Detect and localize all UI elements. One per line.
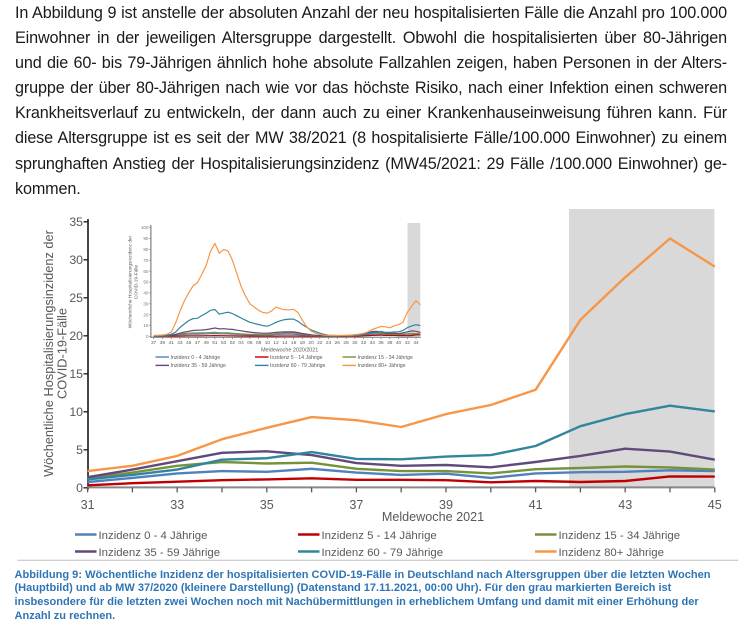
svg-text:50: 50 <box>143 280 149 285</box>
svg-text:36: 36 <box>378 340 384 346</box>
svg-text:70: 70 <box>143 258 149 263</box>
svg-text:Inzidenz 15 - 34 Jährige: Inzidenz 15 - 34 Jährige <box>559 530 681 542</box>
svg-text:60: 60 <box>143 269 149 274</box>
svg-text:25: 25 <box>69 291 83 305</box>
svg-text:39: 39 <box>439 498 453 512</box>
svg-text:28: 28 <box>343 340 349 346</box>
svg-text:12: 12 <box>273 340 279 346</box>
svg-text:38: 38 <box>387 340 393 346</box>
svg-text:20: 20 <box>69 329 83 343</box>
svg-text:Inzidenz 5 - 14 Jährige: Inzidenz 5 - 14 Jährige <box>270 355 323 361</box>
svg-text:5: 5 <box>76 443 83 457</box>
svg-text:26: 26 <box>335 340 341 346</box>
svg-text:44: 44 <box>413 340 419 346</box>
svg-text:18: 18 <box>300 340 306 346</box>
svg-text:40: 40 <box>143 291 149 296</box>
svg-text:42: 42 <box>405 340 411 346</box>
svg-text:51: 51 <box>212 340 218 346</box>
svg-text:49: 49 <box>204 340 210 346</box>
svg-text:43: 43 <box>618 498 632 512</box>
svg-text:Inzidenz 60 - 79 Jährige: Inzidenz 60 - 79 Jährige <box>270 363 325 369</box>
svg-text:80: 80 <box>143 247 149 252</box>
svg-text:41: 41 <box>169 340 175 346</box>
svg-text:15: 15 <box>69 367 83 381</box>
svg-text:04: 04 <box>238 340 244 346</box>
svg-text:90: 90 <box>143 236 149 241</box>
svg-text:20: 20 <box>308 340 314 346</box>
svg-text:Inzidenz 0 - 4 Jährige: Inzidenz 0 - 4 Jährige <box>99 530 208 542</box>
svg-text:35: 35 <box>69 215 83 229</box>
svg-text:37: 37 <box>349 498 363 512</box>
svg-text:22: 22 <box>317 340 323 346</box>
svg-text:100: 100 <box>141 225 149 230</box>
svg-text:30: 30 <box>69 253 83 267</box>
svg-text:41: 41 <box>529 498 543 512</box>
svg-text:30: 30 <box>143 301 149 306</box>
svg-text:14: 14 <box>282 340 288 346</box>
svg-text:08: 08 <box>256 340 262 346</box>
svg-text:0: 0 <box>146 334 149 339</box>
svg-text:10: 10 <box>143 323 149 328</box>
svg-text:0: 0 <box>76 481 83 495</box>
svg-text:37: 37 <box>151 340 157 346</box>
svg-text:33: 33 <box>170 498 184 512</box>
svg-text:45: 45 <box>186 340 192 346</box>
svg-text:16: 16 <box>291 340 297 346</box>
svg-text:Inzidenz 80+ Jährige: Inzidenz 80+ Jährige <box>559 547 664 559</box>
svg-text:Wöchentliche Hospitalisierungs: Wöchentliche Hospitalisierungsinzidenz d… <box>128 235 134 328</box>
svg-text:06: 06 <box>247 340 253 346</box>
svg-text:40: 40 <box>396 340 402 346</box>
svg-text:02: 02 <box>230 340 236 346</box>
svg-text:Inzidenz 15 - 34 Jährige: Inzidenz 15 - 34 Jährige <box>358 355 413 361</box>
svg-text:30: 30 <box>352 340 358 346</box>
svg-text:10: 10 <box>265 340 271 346</box>
svg-text:10: 10 <box>69 405 83 419</box>
svg-text:32: 32 <box>361 340 367 346</box>
svg-text:47: 47 <box>195 340 201 346</box>
svg-text:Inzidenz 0 - 4 Jährige: Inzidenz 0 - 4 Jährige <box>171 355 221 361</box>
svg-text:45: 45 <box>708 498 722 512</box>
svg-text:35: 35 <box>260 498 274 512</box>
svg-text:Wöchentliche Hospitalisierungs: Wöchentliche Hospitalisierungsinzidenz d… <box>41 229 56 477</box>
svg-text:Inzidenz 5 - 14 Jährige: Inzidenz 5 - 14 Jährige <box>322 530 437 542</box>
svg-text:COVID-19-Fälle: COVID-19-Fälle <box>134 265 140 299</box>
svg-text:Meldewoche 2020/2021: Meldewoche 2020/2021 <box>261 347 318 353</box>
svg-text:31: 31 <box>81 498 95 512</box>
svg-text:34: 34 <box>370 340 376 346</box>
svg-text:53: 53 <box>221 340 227 346</box>
svg-text:COVID-19-Fälle: COVID-19-Fälle <box>55 308 70 399</box>
svg-text:20: 20 <box>143 312 149 317</box>
svg-text:39: 39 <box>160 340 166 346</box>
svg-text:24: 24 <box>326 340 332 346</box>
svg-text:43: 43 <box>177 340 183 346</box>
svg-text:Inzidenz 35 - 59 Jährige: Inzidenz 35 - 59 Jährige <box>99 547 221 559</box>
svg-text:Inzidenz 60 - 79 Jährige: Inzidenz 60 - 79 Jährige <box>322 547 444 559</box>
svg-text:Meldewoche 2021: Meldewoche 2021 <box>382 510 484 524</box>
svg-text:Inzidenz 80+ Jährige: Inzidenz 80+ Jährige <box>358 363 406 369</box>
svg-text:Inzidenz 35 - 59 Jährige: Inzidenz 35 - 59 Jährige <box>171 363 226 369</box>
